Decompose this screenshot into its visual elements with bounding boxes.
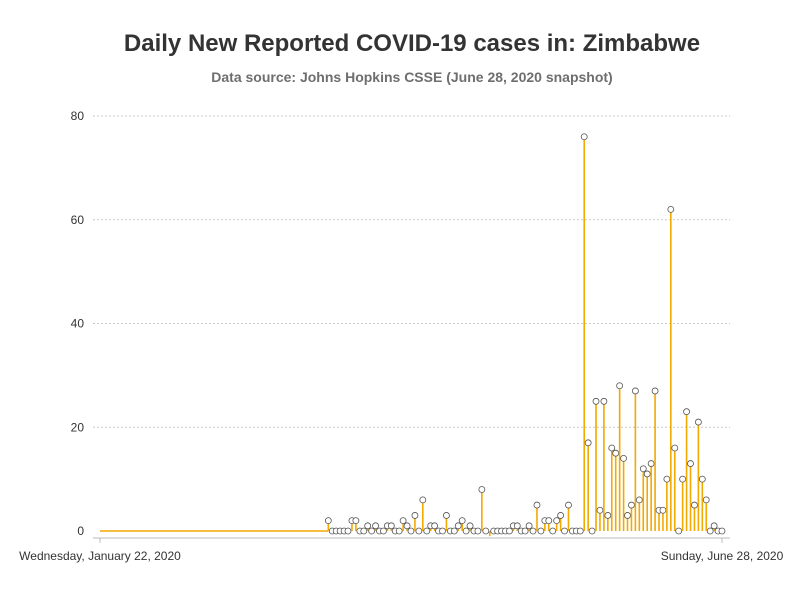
y-tick-label: 80 [71, 109, 85, 123]
data-point [679, 475, 687, 483]
data-point [431, 522, 439, 530]
data-point [647, 460, 655, 467]
data-point [557, 512, 564, 519]
data-point [675, 527, 683, 535]
data-point [604, 512, 612, 519]
data-point [592, 397, 600, 405]
data-point [667, 205, 675, 213]
data-point [683, 408, 690, 416]
data-point [651, 387, 659, 395]
data-point [545, 517, 553, 525]
data-point [706, 527, 714, 535]
data-point [596, 506, 604, 514]
data-point [352, 517, 360, 525]
data-point [691, 501, 698, 509]
data-point [521, 527, 529, 535]
data-point [450, 527, 458, 535]
data-point [344, 527, 352, 535]
data-point [533, 501, 541, 509]
data-point [565, 501, 572, 509]
data-point [454, 522, 462, 530]
data-point [600, 397, 608, 405]
data-point [419, 496, 427, 504]
data-point [423, 527, 431, 535]
data-point [478, 486, 486, 493]
data-point [718, 527, 726, 535]
data-point [616, 382, 624, 390]
data-point [474, 527, 482, 535]
y-tick-label: 60 [71, 213, 85, 227]
chart-title: Daily New Reported COVID-19 cases in: Zi… [123, 30, 701, 57]
data-point [643, 470, 651, 478]
data-point [380, 527, 387, 535]
y-tick-label: 20 [71, 420, 85, 434]
data-point [537, 527, 545, 535]
data-point [466, 522, 474, 530]
data-point [525, 522, 533, 530]
data-point [482, 527, 490, 535]
data-point [458, 517, 466, 525]
data-point [513, 522, 521, 530]
data-point [407, 527, 415, 535]
data-point [635, 496, 643, 504]
data-point [360, 527, 368, 535]
data-point [387, 522, 395, 530]
data-point [639, 465, 647, 473]
y-tick-label: 0 [77, 524, 84, 538]
data-point [561, 527, 568, 535]
x-tick-label: Sunday, June 28, 2020 [661, 549, 784, 563]
data-point [439, 527, 446, 535]
data-point [659, 506, 667, 514]
data-point [612, 449, 620, 457]
data-point [324, 517, 332, 525]
data-point [663, 475, 671, 483]
data-point [671, 444, 679, 452]
data-point [549, 527, 557, 535]
data-point [368, 527, 376, 535]
data-point [698, 475, 706, 483]
data-point [631, 387, 639, 395]
data-point [403, 522, 411, 530]
data-point [580, 133, 588, 141]
data-point [628, 501, 635, 509]
data-point [395, 527, 403, 535]
data-point [372, 522, 379, 530]
data-point [443, 512, 450, 519]
data-point [620, 454, 627, 462]
data-point [694, 418, 702, 426]
y-tick-label: 40 [71, 317, 85, 331]
data-point [462, 527, 470, 535]
chart-subtitle: Data source: Johns Hopkins CSSE (June 28… [211, 69, 613, 85]
data-point [608, 444, 616, 452]
data-point [415, 527, 423, 535]
x-tick-label: Wednesday, January 22, 2020 [19, 549, 181, 563]
data-point [553, 517, 561, 525]
data-point [687, 460, 694, 467]
data-point [624, 512, 631, 519]
data-point [399, 517, 407, 525]
data-point [506, 527, 513, 535]
data-point [529, 527, 537, 535]
data-point [411, 512, 419, 519]
data-point [364, 522, 372, 530]
data-point [584, 439, 592, 447]
data-point [588, 527, 596, 535]
data-point [702, 496, 710, 504]
data-point [710, 522, 718, 530]
data-point [576, 527, 584, 535]
